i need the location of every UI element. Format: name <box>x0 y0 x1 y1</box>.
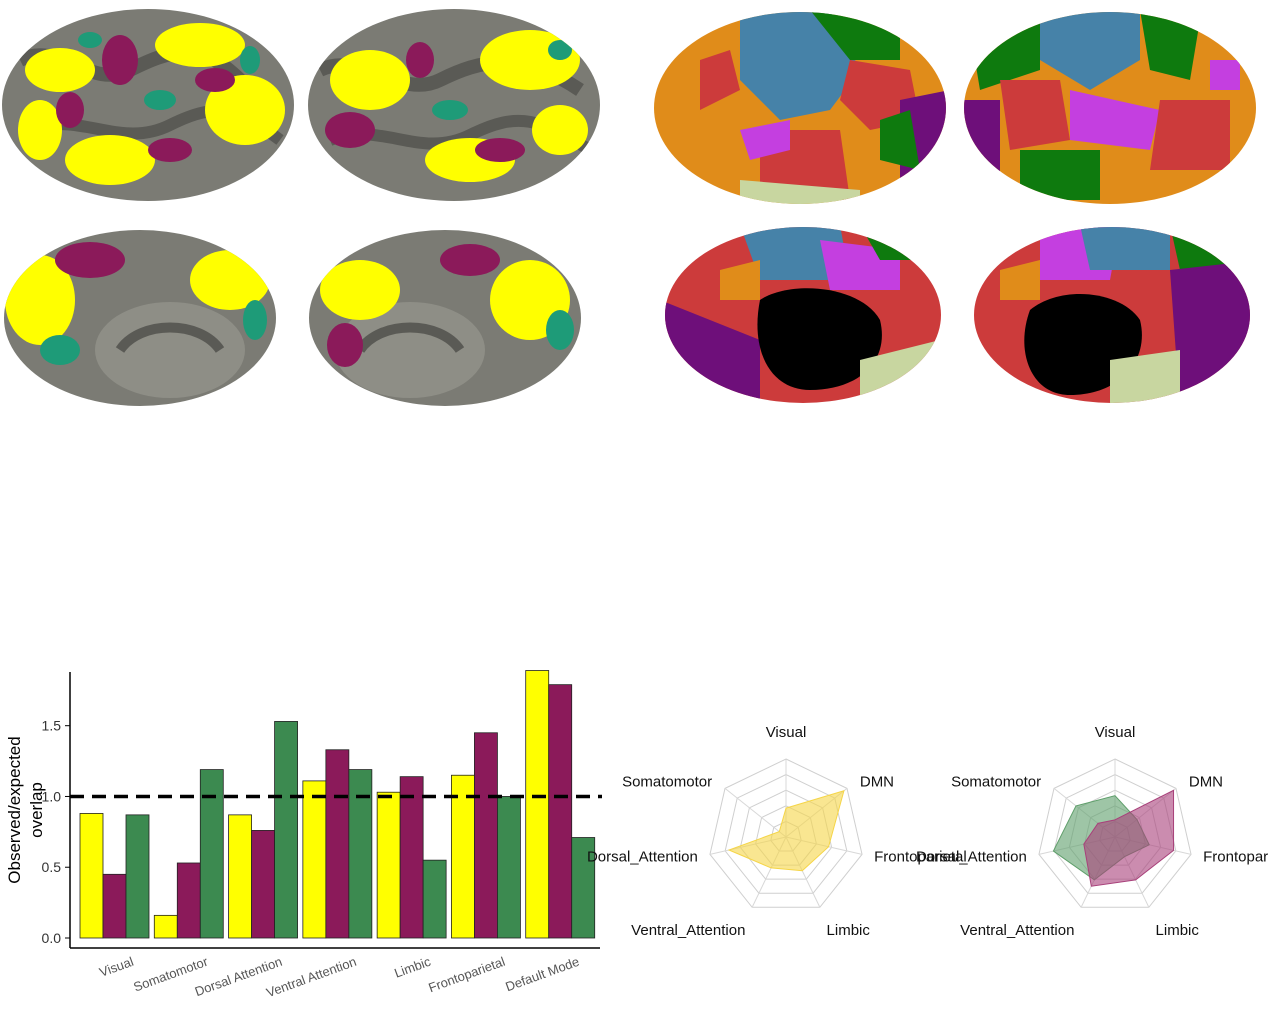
bar <box>176 862 201 939</box>
radar-axis-label: Somatomotor <box>622 773 712 790</box>
y-axis-label-line-1: Observed/expected <box>5 736 24 883</box>
y-axis-label: Observed/expected overlap <box>5 736 46 883</box>
radar-axis-label: Visual <box>1095 724 1136 741</box>
radar-axis-label: Frontoparietal <box>1203 849 1268 866</box>
overlap-brain-lateral-left <box>2 9 294 201</box>
x-tick-label: Frontoparietal <box>426 954 507 996</box>
radar-axis-label: Dorsal_Attention <box>587 849 698 866</box>
radar-grid-ring <box>709 758 863 908</box>
bar <box>125 814 150 939</box>
bar <box>348 769 373 939</box>
bar <box>102 873 127 939</box>
bar <box>399 776 424 939</box>
bar <box>325 749 350 939</box>
radar-series-area <box>1083 789 1175 887</box>
bar <box>548 684 573 939</box>
radar-axis-label: Visual <box>766 724 807 741</box>
radar-chart-single: Visual DMN Frontoparietal Limbic Ventral_Att… <box>587 724 967 939</box>
radar-axis-label: Dorsal_Attention <box>916 849 1027 866</box>
overlap-brain-medial-right <box>309 230 581 406</box>
bar <box>451 774 475 939</box>
overlap-bar-chart: 0.0 0.5 1.0 1.5 Observed/expected overlap Visu… <box>5 670 602 1000</box>
radar-axis-label: DMN <box>860 773 894 790</box>
radar-axis-label: Frontoparietal <box>874 849 967 866</box>
x-tick-label: Visual <box>97 954 135 980</box>
x-tick-label: Limbic <box>392 954 433 981</box>
radar-spoke <box>724 787 787 838</box>
bar <box>571 837 596 939</box>
bar <box>251 830 275 939</box>
radar-axis-label: Limbic <box>1156 922 1200 939</box>
radar-axis-label: Somatomotor <box>951 773 1041 790</box>
bar <box>199 769 224 939</box>
network-brain-lateral-right <box>964 12 1256 204</box>
bar <box>474 732 498 939</box>
radar-chart-double: Visual DMN Frontoparietal Limbic Ventral_Att… <box>916 724 1268 939</box>
network-brain-lateral-left <box>654 12 946 204</box>
radar-axis-label: Ventral_Attention <box>960 922 1074 939</box>
bar <box>274 721 298 939</box>
bar <box>228 814 252 939</box>
radar-axis-label: Limbic <box>827 922 871 939</box>
bar <box>153 914 178 939</box>
bar <box>497 796 521 939</box>
radar-axis-label: Ventral_Attention <box>631 922 745 939</box>
bar <box>79 813 104 939</box>
y-tick-label: 1.0 <box>42 788 62 804</box>
y-tick-label: 1.5 <box>42 718 62 734</box>
bar <box>302 780 327 939</box>
y-tick-label: 0.5 <box>42 859 62 875</box>
network-brain-medial-right <box>974 227 1250 403</box>
bar <box>422 859 447 939</box>
y-tick-label: 0.0 <box>42 930 62 946</box>
radar-grid-ring <box>1038 758 1192 908</box>
radar-axis-label: DMN <box>1189 773 1223 790</box>
network-brain-medial-left <box>665 227 941 403</box>
overlap-brain-lateral-right <box>308 9 600 201</box>
y-axis-label-line-2: overlap <box>27 782 46 838</box>
x-tick-label: Default Mode <box>503 954 581 995</box>
bar <box>376 791 401 939</box>
radar-series-area <box>727 790 845 872</box>
overlap-brain-medial-left <box>4 230 276 406</box>
bar <box>525 670 550 939</box>
